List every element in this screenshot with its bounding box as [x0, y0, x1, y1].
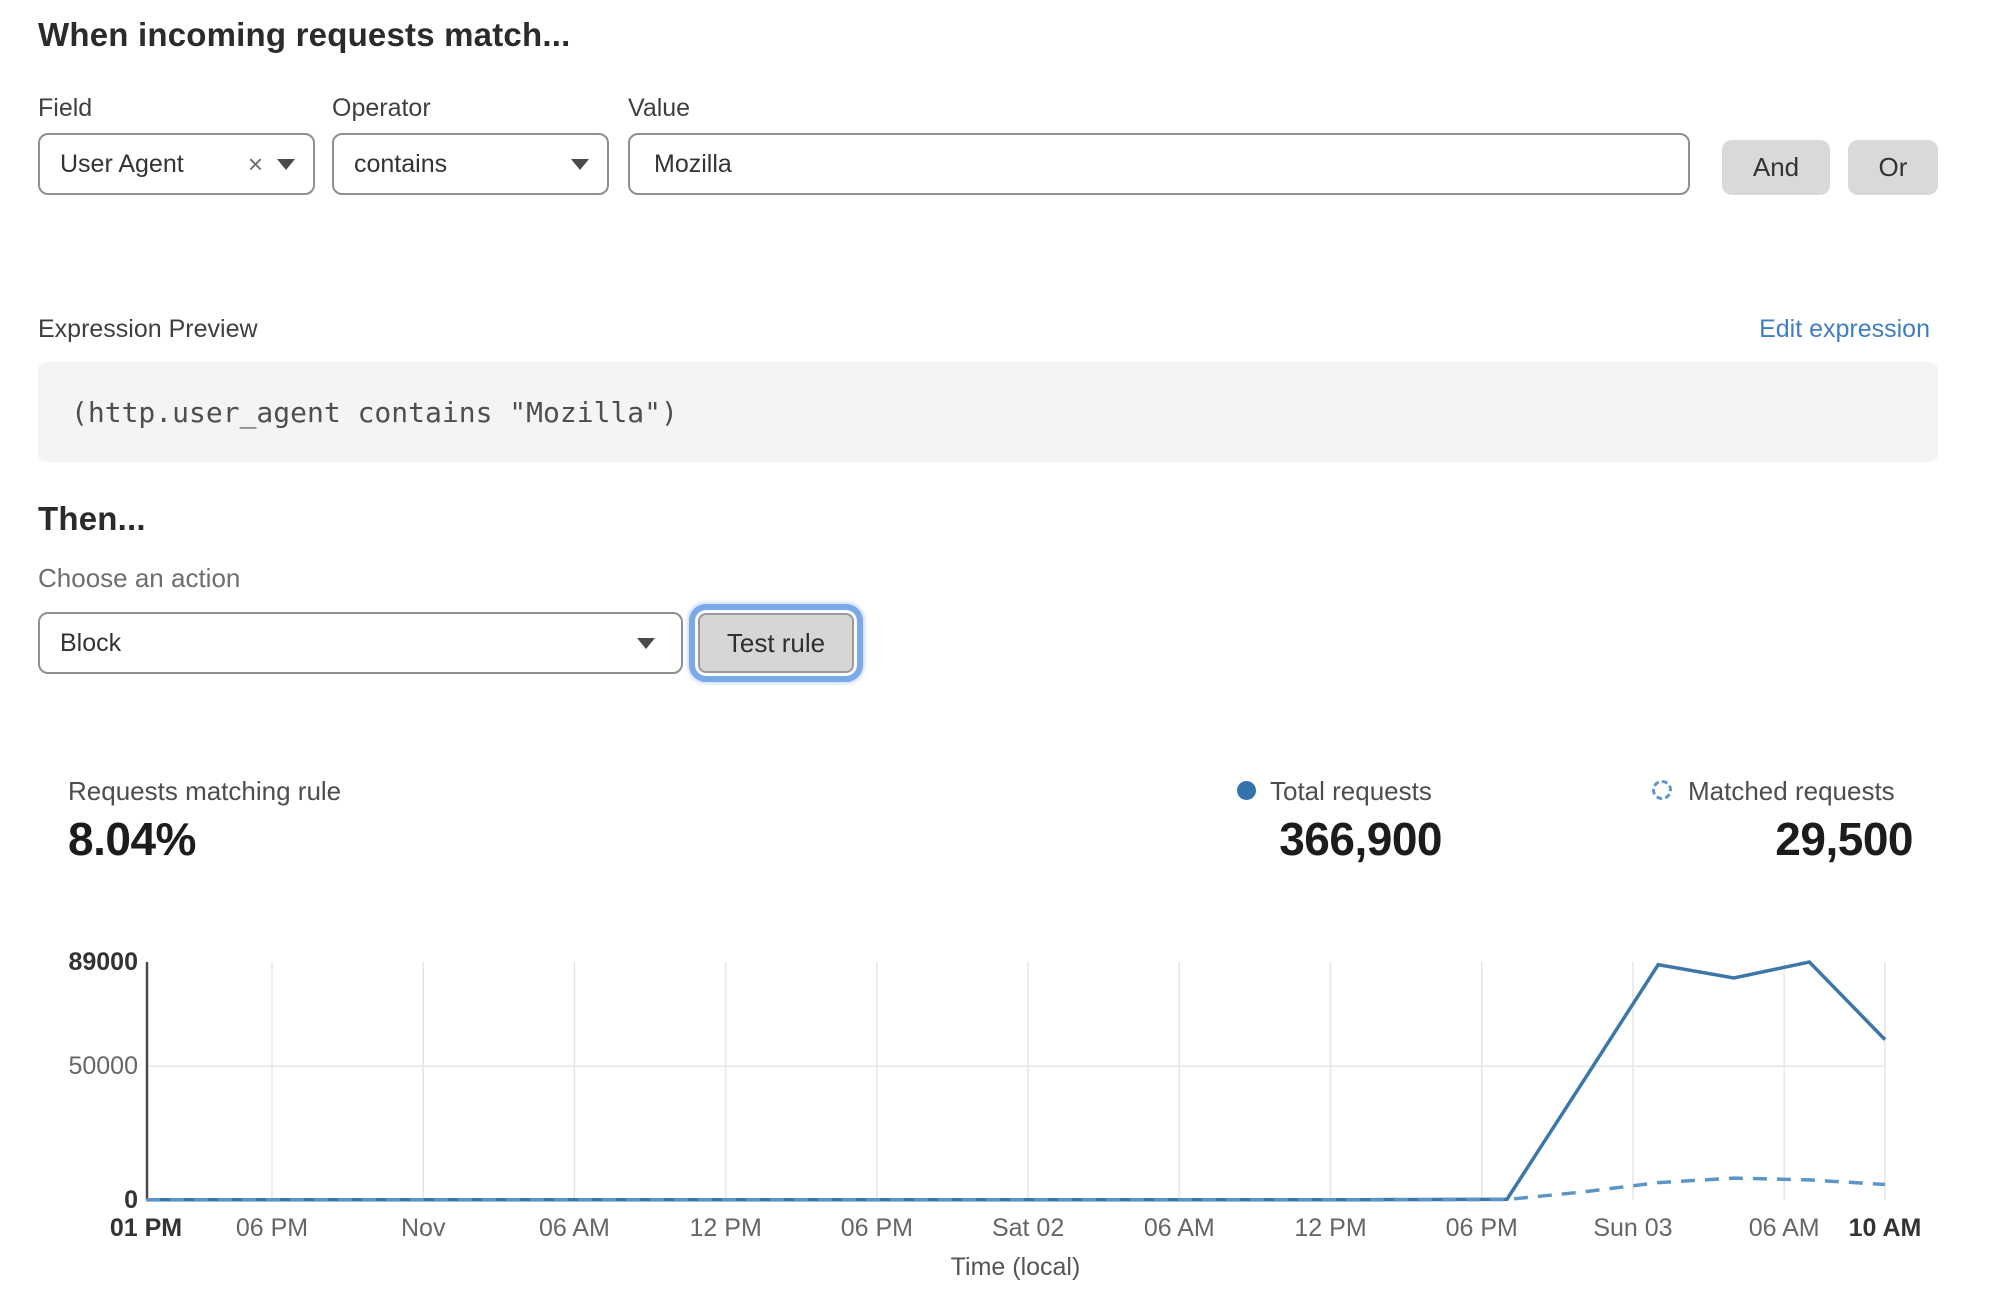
page-title: When incoming requests match... [38, 16, 571, 53]
total-requests-label: Total requests [1270, 776, 1432, 806]
x-tick-label: Sat 02 [991, 1214, 1065, 1242]
field-select-value: User Agent [60, 149, 184, 178]
x-tick-label: 06 AM [539, 1214, 610, 1242]
x-tick-label: Nov [400, 1214, 446, 1242]
x-tick-label: 06 PM [1445, 1214, 1518, 1242]
x-tick-label: 10 AM [1848, 1214, 1922, 1242]
x-tick-label: 06 PM [840, 1214, 914, 1242]
and-button[interactable]: And [1722, 140, 1830, 195]
choose-action-label: Choose an action [38, 563, 241, 593]
y-tick-label: 0 [124, 1186, 138, 1214]
expression-preview-label: Expression Preview [38, 315, 258, 343]
operator-select[interactable]: contains [332, 133, 609, 195]
operator-label: Operator [332, 94, 431, 122]
or-button[interactable]: Or [1848, 140, 1938, 195]
field-select[interactable]: User Agent × [38, 133, 315, 195]
matched-requests-value: 29,500 [1775, 813, 1913, 865]
matched-requests-label: Matched requests [1688, 776, 1895, 806]
action-select[interactable]: Block [38, 612, 683, 674]
value-input-text: Mozilla [654, 149, 732, 178]
y-tick-label: 50000 [68, 1052, 138, 1081]
matched-requests-line [146, 1176, 1886, 1202]
matched-requests-legend-dashed-circle-icon [1652, 780, 1672, 800]
requests-matching-value: 8.04% [68, 813, 196, 865]
x-tick-label: 06 PM [235, 1214, 309, 1242]
field-label: Field [38, 94, 93, 122]
value-input[interactable]: Mozilla [628, 133, 1690, 195]
y-tick-label: 89000 [68, 948, 138, 976]
chart-x-axis-title: Time (local) [950, 1253, 1081, 1281]
requests-matching-label: Requests matching rule [68, 776, 342, 806]
x-tick-label: 01 PM [109, 1214, 183, 1242]
total-requests-value: 366,900 [1279, 813, 1442, 865]
operator-select-value: contains [354, 149, 448, 178]
action-select-value: Block [60, 628, 122, 657]
clear-field-icon[interactable]: × [247, 149, 263, 179]
expression-code-block: (http.user_agent contains "Mozilla") [38, 362, 1938, 462]
chevron-down-icon [637, 638, 655, 649]
requests-line-chart [145, 960, 1887, 1202]
x-tick-label: 06 AM [1748, 1214, 1820, 1242]
then-heading: Then... [38, 500, 146, 537]
total-requests-legend-dot-icon [1237, 781, 1256, 800]
chevron-down-icon [571, 159, 589, 170]
x-tick-label: 12 PM [1294, 1214, 1367, 1242]
edit-expression-link[interactable]: Edit expression [1759, 315, 1930, 343]
x-tick-label: 06 AM [1143, 1214, 1215, 1242]
value-label: Value [628, 94, 691, 122]
total-requests-line [146, 960, 1887, 1202]
chevron-down-icon [277, 159, 295, 170]
expression-code: (http.user_agent contains "Mozilla") [71, 395, 678, 429]
x-tick-label: Sun 03 [1593, 1214, 1673, 1242]
test-rule-button[interactable]: Test rule [698, 613, 854, 673]
x-tick-label: 12 PM [689, 1214, 762, 1242]
